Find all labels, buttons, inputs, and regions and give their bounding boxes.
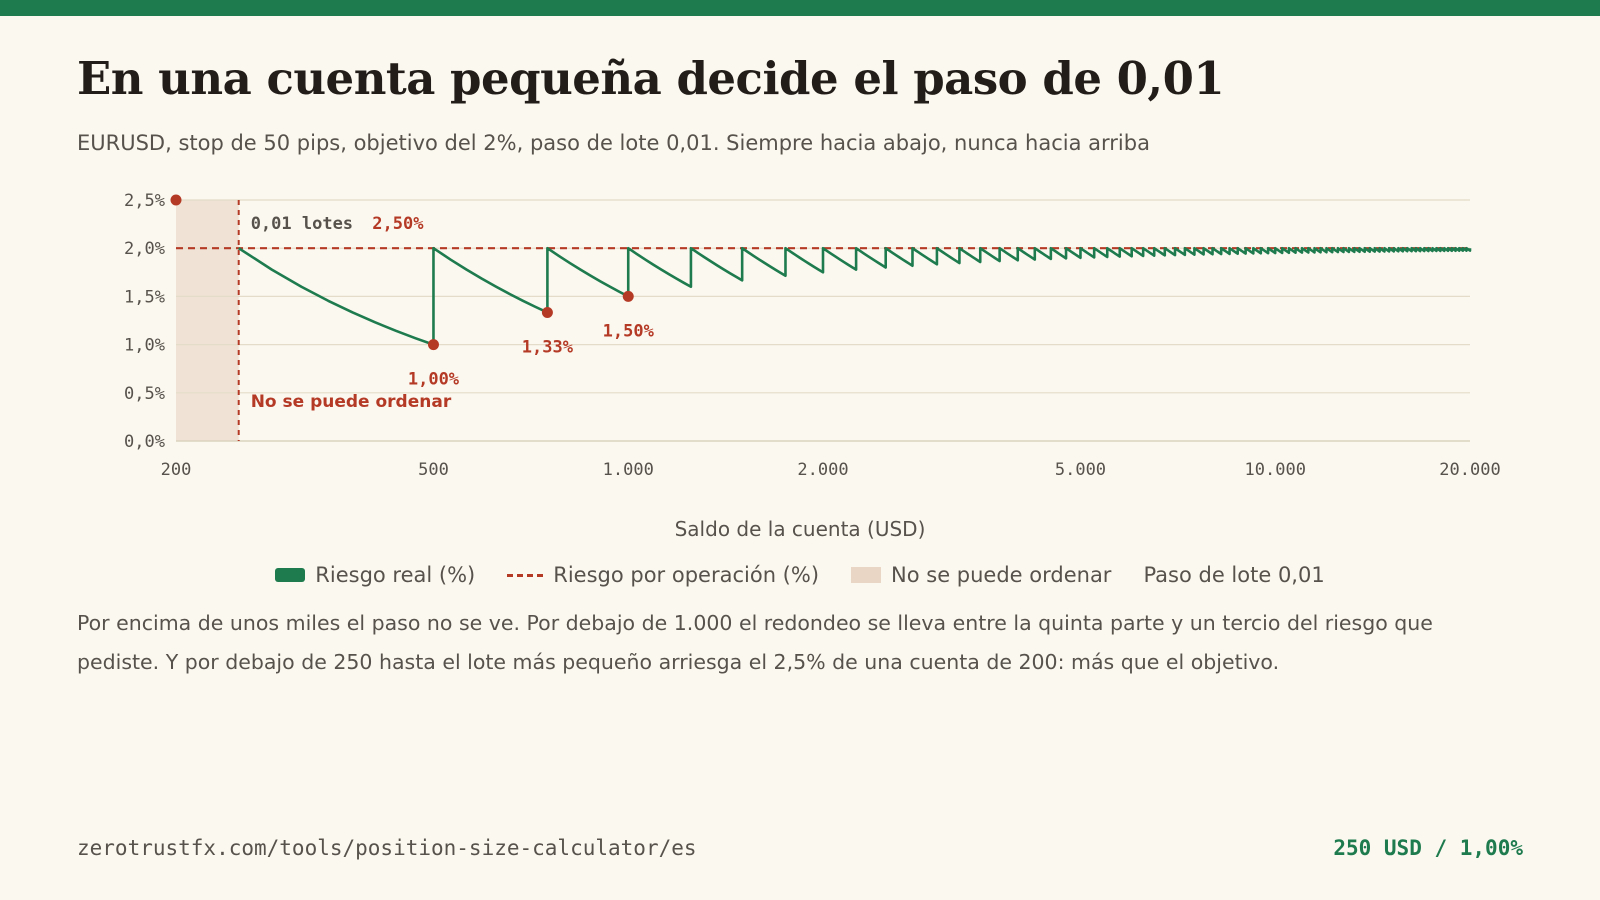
legend-label: Riesgo real (%) <box>315 563 476 587</box>
x-tick-label: 2.000 <box>797 460 848 480</box>
blocked-annotation: No se puede ordenar <box>251 392 452 412</box>
highlight-point-label: 1,50% <box>603 321 655 341</box>
x-tick-label: 5.000 <box>1055 460 1106 480</box>
page-subtitle: EURUSD, stop de 50 pips, objetivo del 2%… <box>77 131 1150 155</box>
legend-swatch-dashed <box>507 573 544 577</box>
min-lot-prefix: 0,01 lotes <box>251 214 353 234</box>
legend-item-real-risk: Riesgo real (%) <box>275 563 475 587</box>
x-axis-label: Saldo de la cuenta (USD) <box>674 517 926 541</box>
x-tick-label: 20.000 <box>1439 460 1500 480</box>
legend-item-lot-step: Paso de lote 0,01 <box>1143 563 1324 587</box>
footer-badge: 250 USD / 1,00% <box>1333 836 1523 860</box>
min-lot-annotation: 0,01 lotes 2,50% <box>251 214 425 234</box>
y-tick-label: 0,5% <box>124 384 165 404</box>
x-tick-label: 1.000 <box>603 460 654 480</box>
highlight-point-label: 1,33% <box>522 337 574 357</box>
real-risk-line <box>237 246 1472 346</box>
highlight-point <box>427 339 439 351</box>
legend-label: Paso de lote 0,01 <box>1143 563 1325 587</box>
x-tick-label: 10.000 <box>1245 460 1306 480</box>
min-lot-value: 2,50% <box>372 214 424 234</box>
highlight-point <box>622 290 634 302</box>
blocked-region <box>176 200 239 441</box>
y-tick-label: 2,5% <box>124 191 165 211</box>
legend-item-target-risk: Riesgo por operación (%) <box>507 563 819 587</box>
chart-legend: Riesgo real (%) Riesgo por operación (%)… <box>0 563 1600 587</box>
page-title: En una cuenta pequeña decide el paso de … <box>77 52 1225 105</box>
highlight-point <box>170 194 182 206</box>
highlight-point <box>541 306 553 318</box>
x-tick-label: 200 <box>161 460 192 480</box>
top-accent-bar <box>0 0 1600 16</box>
y-tick-label: 1,5% <box>124 287 165 307</box>
risk-chart: 200 500 1.000 2.000 5.000 10.000 20.000 0,0% 0,… <box>124 191 1501 480</box>
legend-swatch-area <box>851 567 882 583</box>
legend-swatch-solid <box>275 568 306 582</box>
legend-label: Riesgo por operación (%) <box>553 563 820 587</box>
legend-label: No se puede ordenar <box>891 563 1112 587</box>
y-tick-label: 0,0% <box>124 432 165 452</box>
highlight-point-label: 1,00% <box>408 370 460 390</box>
y-tick-label: 1,0% <box>124 336 165 356</box>
legend-item-blocked: No se puede ordenar <box>851 563 1111 587</box>
y-tick-label: 2,0% <box>124 239 165 259</box>
footer-url: zerotrustfx.com/tools/position-size-calc… <box>77 836 697 860</box>
x-tick-label: 500 <box>418 460 449 480</box>
chart-caption: Por encima de unos miles el paso no se v… <box>77 611 1433 674</box>
